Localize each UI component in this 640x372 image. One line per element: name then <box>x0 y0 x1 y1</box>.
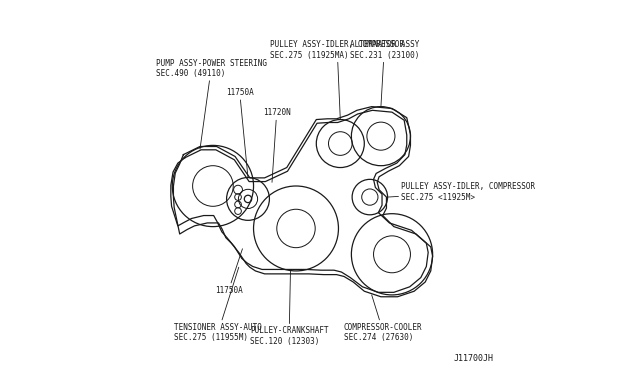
Text: PULLEY ASSY-IDLER, COMPRESSOR
SEC.275 (11925MA): PULLEY ASSY-IDLER, COMPRESSOR SEC.275 (1… <box>270 40 404 119</box>
Text: PULLEY ASSY-IDLER, COMPRESSOR
SEC.275 <11925M>: PULLEY ASSY-IDLER, COMPRESSOR SEC.275 <1… <box>388 182 535 202</box>
Text: PULLEY-CRANKSHAFT
SEC.120 (12303): PULLEY-CRANKSHAFT SEC.120 (12303) <box>250 271 328 346</box>
Text: TENSIONER ASSY-AUTO
SEC.275 (11955M): TENSIONER ASSY-AUTO SEC.275 (11955M) <box>174 267 262 342</box>
Text: 11750A: 11750A <box>226 88 253 178</box>
Text: COMPRESSOR-COOLER
SEC.274 (27630): COMPRESSOR-COOLER SEC.274 (27630) <box>344 295 422 342</box>
Text: PUMP ASSY-POWER STEERING
SEC.490 (49110): PUMP ASSY-POWER STEERING SEC.490 (49110) <box>156 59 267 149</box>
Text: ALTERNATOR ASSY
SEC.231 (23100): ALTERNATOR ASSY SEC.231 (23100) <box>349 40 419 107</box>
Text: 11720N: 11720N <box>263 109 291 182</box>
Text: 11750A: 11750A <box>215 249 243 295</box>
Text: J11700JH: J11700JH <box>454 354 493 363</box>
